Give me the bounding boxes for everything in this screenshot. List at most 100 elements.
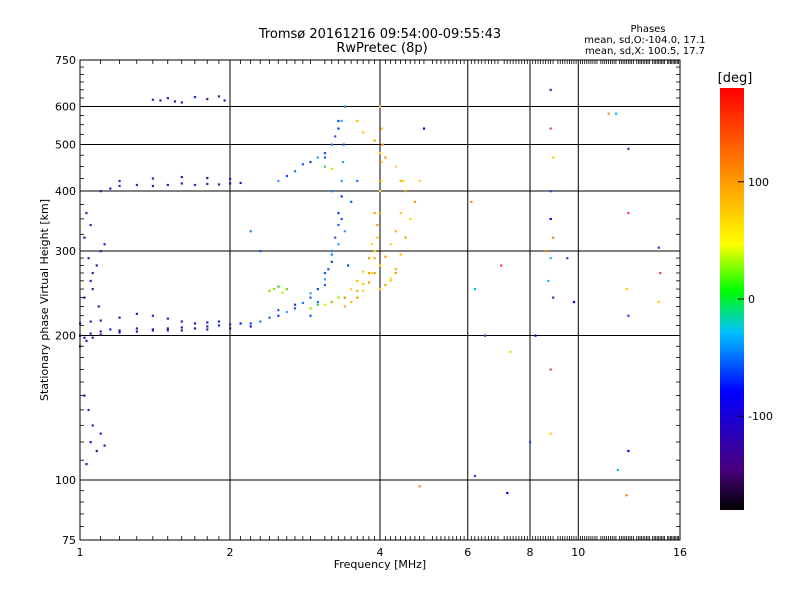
- data-point: [657, 246, 660, 249]
- x-tick-label: 6: [464, 546, 471, 559]
- data-point: [277, 309, 280, 312]
- data-point: [118, 179, 121, 183]
- data-point: [337, 243, 340, 246]
- chart-title: Tromsø 20161216 09:54:00-09:55:43: [258, 27, 501, 42]
- colorbar-tick-label: 0: [748, 293, 755, 306]
- data-point: [341, 160, 345, 164]
- data-point: [323, 283, 327, 287]
- y-axis-ticks: 75 100 200 300 400 500 600 750: [55, 54, 680, 547]
- data-point: [367, 281, 371, 284]
- data-point: [659, 271, 662, 275]
- data-point: [229, 182, 232, 185]
- x-tick-label: 4: [377, 546, 384, 559]
- y-tick-label: 300: [55, 245, 76, 258]
- data-point: [89, 320, 92, 323]
- data-point: [151, 329, 155, 332]
- data-point: [373, 212, 376, 215]
- data-point: [309, 307, 312, 310]
- data-point: [285, 174, 288, 178]
- x-tick-label: 16: [673, 546, 687, 559]
- data-point: [362, 283, 365, 286]
- data-point: [389, 243, 392, 246]
- data-point: [193, 183, 197, 187]
- data-point: [85, 212, 88, 215]
- data-point: [118, 329, 121, 332]
- data-point: [206, 325, 209, 328]
- data-point: [89, 279, 92, 283]
- colorbar-ticks: 100 0 -100: [738, 176, 773, 423]
- data-point: [566, 257, 569, 260]
- x-tick-label: 10: [571, 546, 585, 559]
- data-point: [229, 177, 232, 181]
- data-point: [249, 322, 252, 325]
- y-tick-label: 400: [55, 185, 76, 198]
- data-point: [627, 449, 630, 453]
- data-point: [330, 300, 333, 304]
- data-point: [272, 288, 276, 291]
- data-point: [343, 296, 347, 299]
- data-point: [334, 236, 337, 239]
- data-point: [362, 131, 365, 134]
- data-point: [547, 279, 550, 283]
- data-point: [362, 270, 365, 273]
- data-point: [549, 432, 552, 435]
- data-point: [151, 98, 155, 101]
- data-point: [330, 260, 333, 263]
- data-point: [277, 285, 280, 288]
- data-point: [506, 491, 509, 495]
- data-point: [367, 271, 371, 275]
- data-point: [323, 278, 327, 281]
- data-point: [229, 323, 232, 326]
- data-point: [370, 243, 373, 246]
- data-point: [413, 200, 417, 203]
- data-point: [500, 264, 503, 267]
- data-point: [309, 160, 312, 164]
- data-point: [206, 176, 209, 180]
- data-point: [91, 271, 94, 275]
- data-point: [399, 253, 402, 256]
- data-point: [151, 177, 155, 180]
- y-tick-label: 75: [62, 534, 76, 547]
- data-point: [380, 179, 383, 183]
- data-point: [473, 474, 477, 478]
- data-point: [99, 250, 102, 253]
- data-point: [323, 271, 327, 275]
- data-point: [85, 462, 88, 466]
- y-tick-label: 750: [55, 54, 76, 67]
- data-point: [323, 152, 327, 155]
- data-point: [323, 156, 327, 159]
- data-point: [549, 127, 552, 130]
- data-point: [217, 95, 221, 98]
- data-point: [95, 449, 98, 453]
- data-point: [91, 424, 94, 427]
- data-point: [95, 264, 98, 267]
- data-point: [83, 236, 86, 239]
- data-point: [89, 223, 92, 227]
- data-point: [301, 163, 305, 166]
- data-point: [277, 314, 280, 317]
- data-point: [159, 99, 162, 102]
- data-point: [135, 330, 138, 333]
- phases-line-x: mean, sd,X: 100.5, 17.7: [585, 46, 705, 57]
- data-point: [316, 303, 319, 306]
- data-point: [552, 236, 555, 239]
- data-point: [103, 444, 106, 447]
- data-point: [99, 330, 102, 333]
- data-point: [83, 296, 86, 299]
- data-point: [293, 307, 297, 310]
- data-point: [350, 288, 353, 291]
- data-point: [99, 190, 102, 193]
- data-point: [473, 288, 477, 291]
- data-point: [83, 336, 86, 339]
- data-point: [316, 300, 319, 304]
- data-point: [99, 432, 102, 435]
- data-point: [85, 339, 88, 343]
- data-point: [323, 165, 327, 168]
- data-point: [91, 288, 94, 291]
- data-point: [373, 271, 376, 275]
- data-point: [173, 100, 177, 103]
- data-point: [180, 329, 183, 332]
- data-point: [404, 190, 407, 193]
- data-point: [109, 187, 112, 190]
